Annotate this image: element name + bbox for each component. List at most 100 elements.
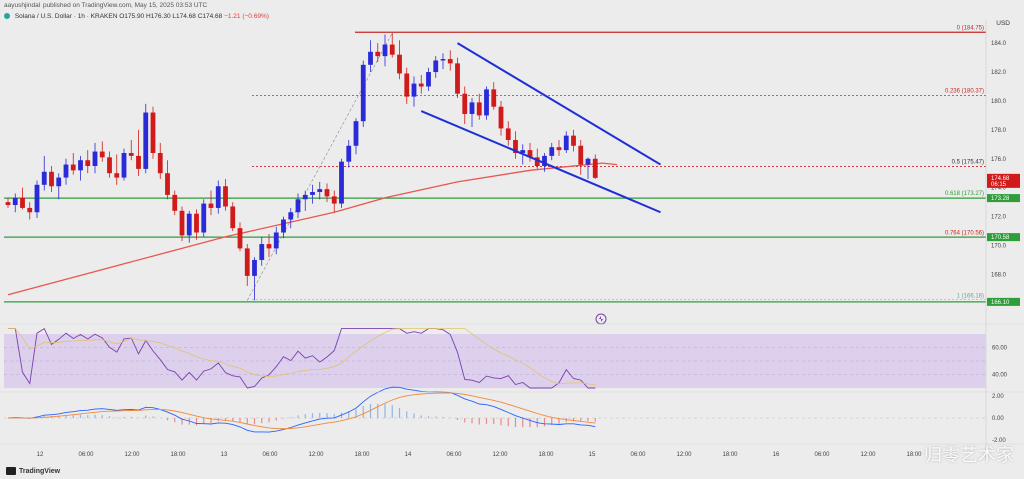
candle: [288, 212, 294, 220]
candle: [426, 72, 431, 87]
candle: [165, 173, 170, 195]
price-tag: [987, 297, 1020, 306]
candle: [136, 155, 141, 169]
candle: [208, 203, 214, 208]
symbol-line: Solana / U.S. Dollar · 1h · KRAKEN O175.…: [4, 13, 269, 20]
candle: [513, 139, 518, 153]
candle: [520, 150, 526, 153]
candle: [556, 147, 562, 151]
macd-tick-label: 0.00: [992, 416, 1004, 422]
channel-upper-line: [456, 42, 662, 166]
candle: [484, 89, 489, 116]
y-tick-label: 178.0: [991, 128, 1007, 134]
candle: [527, 150, 533, 158]
ohlc-low: L174.68: [172, 13, 196, 20]
candle: [339, 161, 344, 204]
y-tick-label: 168.0: [991, 272, 1007, 278]
candle: [34, 184, 40, 213]
candle: [542, 155, 547, 166]
rsi-line: [8, 327, 596, 389]
watermark: 归零艺术家: [924, 445, 1014, 466]
ohlc-change: −1.21 (−0.69%): [224, 13, 269, 20]
symbol-name: Solana / U.S. Dollar · 1h · KRAKEN: [14, 13, 118, 20]
y-tick-label: 176.0: [991, 157, 1007, 163]
candle: [360, 64, 366, 122]
x-tick-label: 06:00: [630, 452, 646, 458]
candle: [78, 160, 83, 171]
ohlc-open: O175.90: [119, 13, 145, 20]
candle: [56, 177, 62, 187]
x-tick-label: 12:00: [676, 452, 692, 458]
y-tick-label: 182.0: [991, 70, 1007, 76]
x-tick-label: 12:00: [492, 452, 508, 458]
tradingview-logo-icon: [6, 467, 16, 475]
macd-line: [7, 386, 596, 433]
candle: [317, 189, 323, 193]
candle: [476, 102, 482, 116]
candle: [194, 213, 199, 233]
candle: [266, 244, 272, 249]
macd-tick-label: 2.00: [992, 394, 1004, 400]
macd-signal-line: [7, 392, 596, 430]
fib-label: 0.764 (170.56): [945, 230, 984, 236]
x-tick-label: 18:00: [722, 452, 738, 458]
x-tick-label: 18:00: [354, 452, 370, 458]
y-tick-label: 184.0: [991, 41, 1007, 47]
x-tick-label: 14: [405, 452, 412, 458]
y-tick-label: 174.0: [991, 186, 1007, 192]
candle: [418, 83, 424, 87]
x-tick-label: 18:00: [170, 452, 186, 458]
ohlc-close: C174.68: [197, 13, 223, 20]
candle: [585, 158, 591, 165]
candle: [302, 194, 308, 200]
candle: [469, 102, 475, 114]
y-tick-label: 172.0: [991, 215, 1007, 221]
candle: [592, 158, 598, 178]
candle: [382, 44, 388, 57]
candle: [368, 51, 373, 65]
x-tick-label: 06:00: [78, 452, 94, 458]
candle: [324, 189, 330, 197]
candle: [404, 73, 410, 97]
tradingview-brand[interactable]: TradingView: [6, 467, 60, 475]
fib-label: 0 (184.75): [957, 25, 984, 31]
candle: [172, 194, 178, 211]
candle: [331, 196, 337, 204]
fib-label: 0.618 (173.27): [945, 191, 984, 197]
candle: [549, 147, 555, 156]
rsi-ma-line: [8, 328, 596, 386]
y-tick-label: 180.0: [991, 99, 1007, 105]
fib-label: 1 (166.18): [957, 294, 984, 300]
candle: [186, 213, 192, 236]
symbol-status-dot-icon: [4, 13, 10, 20]
candle: [397, 54, 402, 74]
candle: [179, 210, 185, 236]
candle: [121, 152, 127, 178]
candle: [230, 206, 236, 229]
candle: [310, 192, 315, 195]
x-tick-label: 16: [773, 452, 780, 458]
x-tick-label: 12:00: [308, 452, 324, 458]
price-tag-label: 166.10: [991, 300, 1010, 306]
price-tag-time: 06:15: [991, 182, 1007, 188]
published-note: published on TradingView.com, May 15, 20…: [42, 2, 208, 9]
candle: [571, 135, 576, 146]
candle: [157, 152, 163, 174]
candle: [411, 83, 417, 97]
candle: [462, 93, 468, 114]
candle: [70, 164, 76, 171]
candle: [85, 160, 91, 166]
candle: [244, 248, 250, 276]
x-tick-label: 12:00: [124, 452, 140, 458]
candle: [375, 51, 381, 57]
price-tag: [987, 173, 1020, 188]
candle: [273, 232, 279, 249]
candle: [295, 199, 301, 213]
candle: [107, 157, 112, 174]
x-tick-label: 15: [589, 452, 596, 458]
candle: [440, 59, 446, 61]
candle: [99, 151, 105, 158]
x-tick-label: 06:00: [446, 452, 462, 458]
candle: [447, 59, 453, 64]
